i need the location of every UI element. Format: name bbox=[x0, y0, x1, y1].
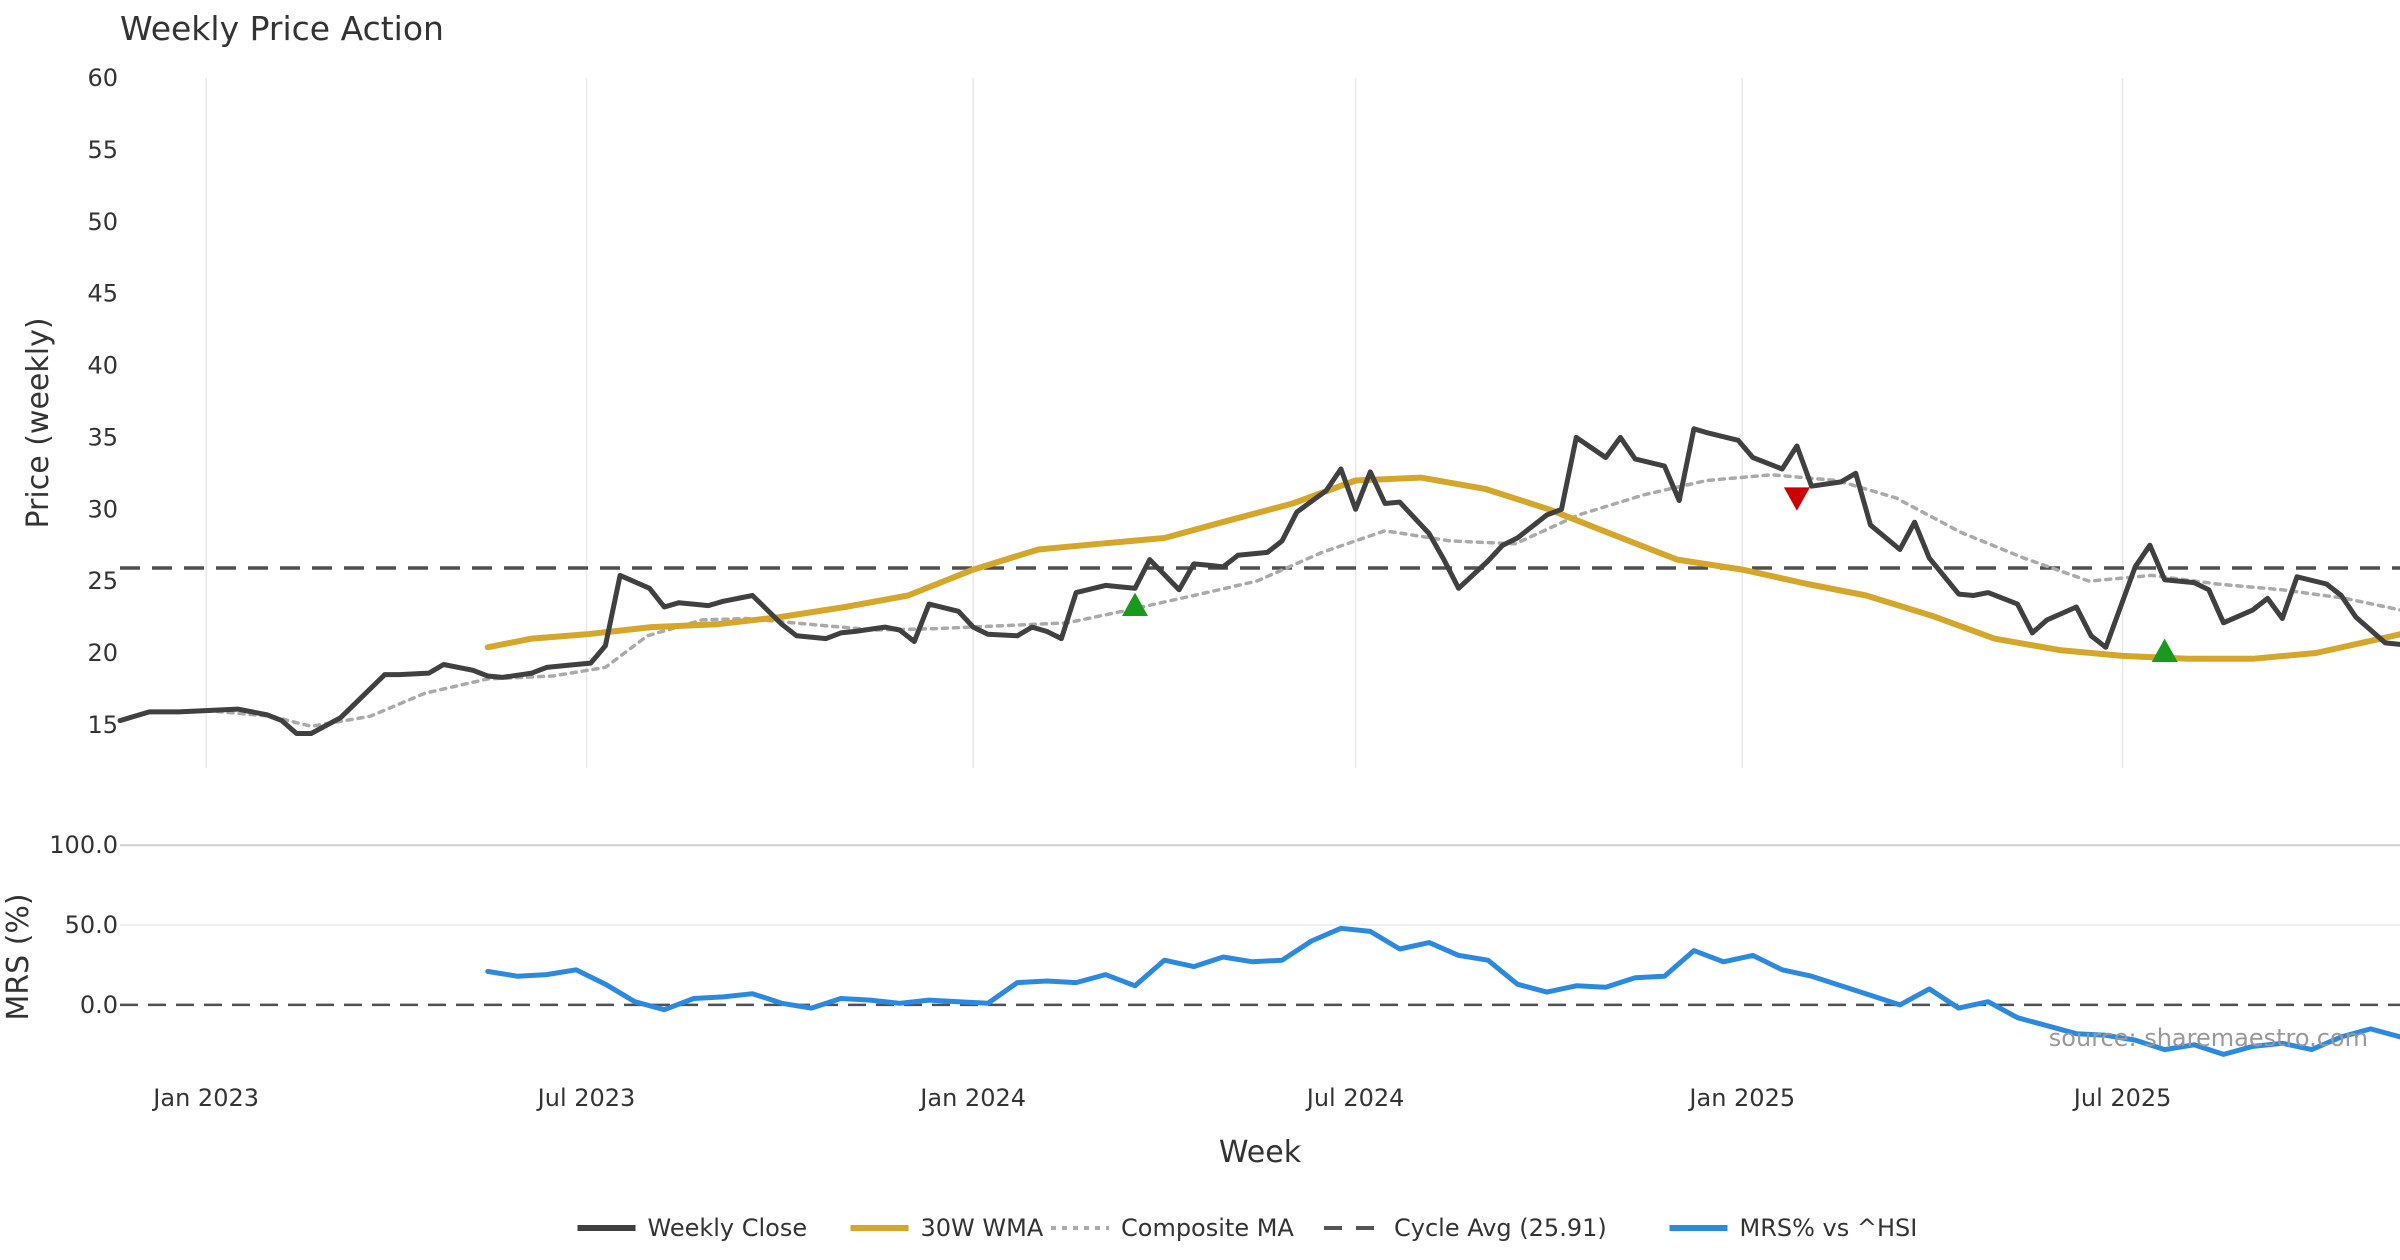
legend-label: MRS% vs ^HSI bbox=[1740, 1214, 1918, 1242]
series-mrs bbox=[485, 925, 2400, 1057]
legend-label: Cycle Avg (25.91) bbox=[1394, 1214, 1607, 1242]
y-tick-label: 40 bbox=[87, 352, 118, 380]
x-tick-label: Jan 2025 bbox=[1687, 1084, 1795, 1112]
y-tick-label: 30 bbox=[87, 495, 118, 523]
y-tick-label: 25 bbox=[87, 567, 118, 595]
y-axis-label: Price (weekly) bbox=[21, 317, 56, 528]
y-tick-label: 60 bbox=[87, 64, 118, 92]
series-weekly-close bbox=[117, 426, 2400, 736]
x-tick-label: Jan 2023 bbox=[151, 1084, 259, 1112]
x-tick-label: Jul 2025 bbox=[2072, 1084, 2172, 1112]
buy-marker bbox=[1121, 592, 1148, 616]
legend-label: Composite MA bbox=[1121, 1214, 1294, 1242]
x-tick-label: Jul 2024 bbox=[1305, 1084, 1405, 1112]
sell-marker bbox=[1783, 487, 1810, 511]
x-tick-label: Jan 2024 bbox=[918, 1084, 1026, 1112]
y-tick-label: 100.0 bbox=[49, 831, 118, 859]
y-tick-label: 50.0 bbox=[65, 911, 118, 939]
y-tick-label: 45 bbox=[87, 280, 118, 308]
y-tick-label: 20 bbox=[87, 639, 118, 667]
y-tick-label: 0.0 bbox=[80, 991, 118, 1019]
chart-title: Weekly Price Action bbox=[120, 9, 444, 48]
legend-label: Weekly Close bbox=[648, 1214, 808, 1242]
series-composite-ma bbox=[204, 473, 2400, 729]
y-axis-label: MRS (%) bbox=[1, 893, 36, 1020]
x-tick-label: Jul 2023 bbox=[536, 1084, 636, 1112]
y-tick-label: 35 bbox=[87, 423, 118, 451]
y-tick-label: 55 bbox=[87, 136, 118, 164]
source-annotation: source: sharemaestro.com bbox=[2049, 1024, 2368, 1052]
buy-marker bbox=[2151, 638, 2178, 662]
series-30w-wma bbox=[484, 474, 2400, 662]
y-tick-label: 15 bbox=[87, 711, 118, 739]
legend-label: 30W WMA bbox=[921, 1214, 1044, 1242]
x-axis-label: Week bbox=[1219, 1135, 1302, 1170]
y-tick-label: 50 bbox=[87, 208, 118, 236]
